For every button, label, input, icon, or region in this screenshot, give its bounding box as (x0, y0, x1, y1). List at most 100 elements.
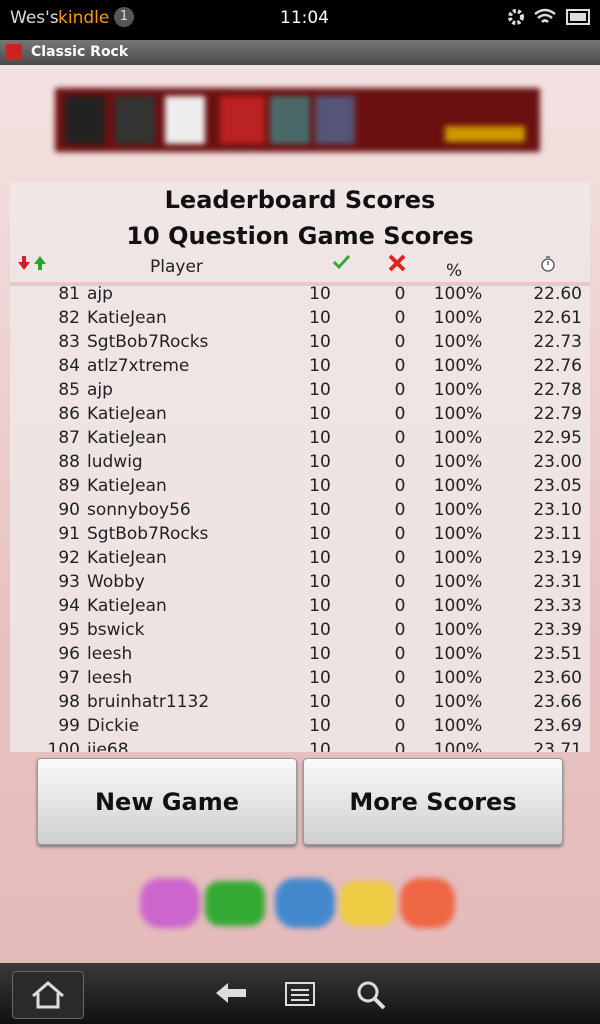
player: ajp (87, 380, 113, 400)
wrong: 0 (394, 740, 406, 752)
player: bruinhatr1132 (87, 692, 210, 712)
player: bswick (87, 620, 145, 640)
rank: 89 (58, 476, 80, 496)
time: 22.79 (533, 404, 582, 424)
menu-button[interactable] (284, 981, 316, 1009)
player: KatieJean (87, 428, 167, 448)
correct: 10 (309, 596, 331, 616)
player: ludwig (87, 452, 143, 472)
correct: 10 (309, 308, 331, 328)
rank: 82 (58, 308, 80, 328)
score-row: 81 ajp 10 0 100% 22.60 (10, 284, 590, 306)
wrong: 0 (394, 356, 406, 376)
player: KatieJean (87, 548, 167, 568)
player: atlz7xtreme (87, 356, 190, 376)
wrong: 0 (394, 500, 406, 520)
time: 22.95 (533, 428, 582, 448)
time: 22.78 (533, 380, 582, 400)
owner: Wes's (10, 8, 59, 28)
app-icon (6, 44, 22, 60)
wrong: 0 (394, 380, 406, 400)
header-divider (10, 282, 590, 286)
percent: 100% (433, 284, 483, 304)
correct: 10 (309, 692, 331, 712)
time: 23.10 (533, 500, 582, 520)
sort-arrows[interactable] (16, 254, 50, 272)
time: 22.61 (533, 308, 582, 328)
correct: 10 (309, 524, 331, 544)
leaderboard-subtitle: 10 Question Game Scores (126, 222, 474, 250)
time: 23.71 (533, 740, 582, 752)
percent: 100% (433, 500, 483, 520)
correct: 10 (309, 332, 331, 352)
score-row: 83 SgtBob7Rocks 10 0 100% 22.73 (10, 330, 590, 354)
rank: 100 (47, 740, 80, 752)
wrong: 0 (394, 452, 406, 472)
rank: 93 (58, 572, 80, 592)
rank: 98 (58, 692, 80, 712)
score-row: 99 Dickie 10 0 100% 23.69 (10, 714, 590, 738)
time: 23.69 (533, 716, 582, 736)
player: leesh (87, 668, 133, 688)
search-button[interactable] (355, 979, 387, 1011)
time: 23.33 (533, 596, 582, 616)
wrong-icon (388, 254, 406, 272)
correct: 10 (309, 380, 331, 400)
correct-icon (332, 254, 351, 270)
rank: 99 (58, 716, 80, 736)
percent: 100% (433, 476, 483, 496)
rank: 90 (58, 500, 80, 520)
percent: 100% (433, 356, 483, 376)
score-row: 88 ludwig 10 0 100% 23.00 (10, 450, 590, 474)
percent: 100% (433, 332, 483, 352)
more-scores-button[interactable]: More Scores (303, 758, 563, 845)
wrong: 0 (394, 596, 406, 616)
score-row: 84 atlz7xtreme 10 0 100% 22.76 (10, 354, 590, 378)
leaderboard-panel (10, 182, 590, 752)
player: jje68 (87, 740, 129, 752)
correct: 10 (309, 716, 331, 736)
correct: 10 (309, 284, 331, 304)
ad-banner-bottom[interactable] (135, 873, 460, 933)
wrong: 0 (394, 524, 406, 544)
correct: 10 (309, 500, 331, 520)
wrong: 0 (394, 716, 406, 736)
correct: 10 (309, 620, 331, 640)
correct: 10 (309, 356, 331, 376)
wrong: 0 (394, 476, 406, 496)
time: 23.19 (533, 548, 582, 568)
rank: 81 (58, 284, 80, 304)
rank: 95 (58, 620, 80, 640)
score-row: 98 bruinhatr1132 10 0 100% 23.66 (10, 690, 590, 714)
correct: 10 (309, 644, 331, 664)
back-button[interactable] (212, 979, 252, 1009)
percent: 100% (433, 620, 483, 640)
player: KatieJean (87, 308, 167, 328)
ad-banner[interactable] (55, 88, 540, 152)
player: KatieJean (87, 404, 167, 424)
wrong: 0 (394, 284, 406, 304)
notification-count[interactable]: 1 (114, 7, 134, 27)
score-row: 89 KatieJean 10 0 100% 23.05 (10, 474, 590, 498)
wrong: 0 (394, 572, 406, 592)
home-button[interactable] (12, 971, 84, 1019)
score-row: 100 jje68 10 0 100% 23.71 (10, 738, 590, 752)
time: 23.51 (533, 644, 582, 664)
time: 22.60 (533, 284, 582, 304)
wrong: 0 (394, 692, 406, 712)
time: 23.00 (533, 452, 582, 472)
score-row: 96 leesh 10 0 100% 23.51 (10, 642, 590, 666)
rank: 84 (58, 356, 80, 376)
app-title: Classic Rock (31, 44, 129, 60)
new-game-button[interactable]: New Game (37, 758, 297, 845)
percent: 100% (433, 692, 483, 712)
correct: 10 (309, 548, 331, 568)
player: ajp (87, 284, 113, 304)
rank: 88 (58, 452, 80, 472)
correct: 10 (309, 404, 331, 424)
player: SgtBob7Rocks (87, 524, 209, 544)
score-row: 91 SgtBob7Rocks 10 0 100% 23.11 (10, 522, 590, 546)
wrong: 0 (394, 332, 406, 352)
percent: 100% (433, 524, 483, 544)
time: 23.11 (533, 524, 582, 544)
